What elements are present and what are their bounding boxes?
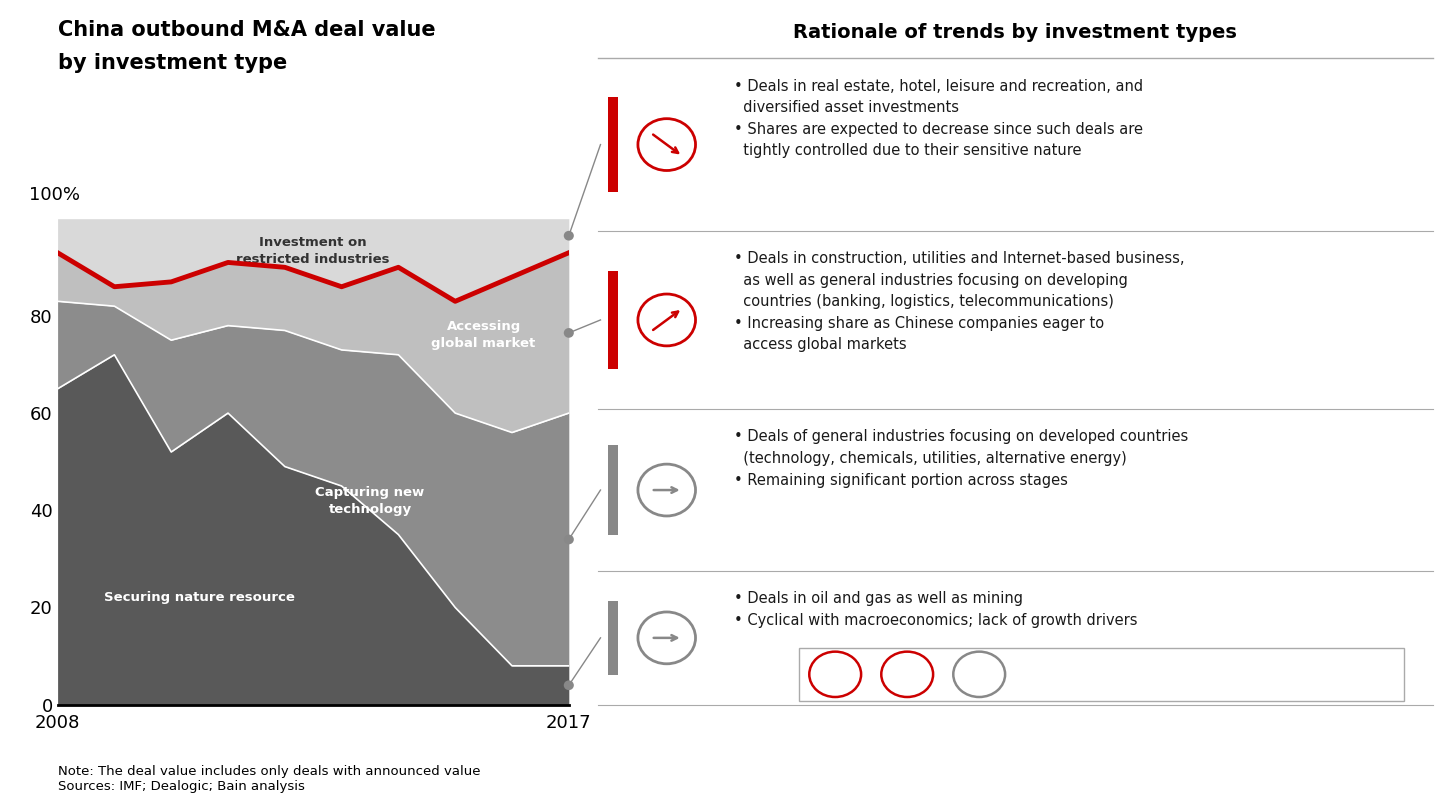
Text: Capturing new
technology: Capturing new technology xyxy=(315,485,425,516)
Text: China outbound M&A deal value: China outbound M&A deal value xyxy=(58,20,435,40)
Text: Accessing
global market: Accessing global market xyxy=(432,320,536,351)
Text: Securing nature resource: Securing nature resource xyxy=(104,591,295,604)
Text: • Deals in real estate, hotel, leisure and recreation, and
  diversified asset i: • Deals in real estate, hotel, leisure a… xyxy=(734,79,1143,159)
Text: Indication of future trends: Indication of future trends xyxy=(1066,667,1257,682)
Text: 100%: 100% xyxy=(29,186,81,204)
Text: • Deals in oil and gas as well as mining
• Cyclical with macroeconomics; lack of: • Deals in oil and gas as well as mining… xyxy=(734,591,1138,628)
Text: Investment on
restricted industries: Investment on restricted industries xyxy=(236,236,390,266)
Text: • Deals in construction, utilities and Internet-based business,
  as well as gen: • Deals in construction, utilities and I… xyxy=(734,251,1185,352)
Text: Note: The deal value includes only deals with announced value
Sources: IMF; Deal: Note: The deal value includes only deals… xyxy=(58,765,480,794)
Text: Rationale of trends by investment types: Rationale of trends by investment types xyxy=(793,23,1237,41)
Text: by investment type: by investment type xyxy=(58,53,287,73)
Text: • Deals of general industries focusing on developed countries
  (technology, che: • Deals of general industries focusing o… xyxy=(734,429,1188,488)
